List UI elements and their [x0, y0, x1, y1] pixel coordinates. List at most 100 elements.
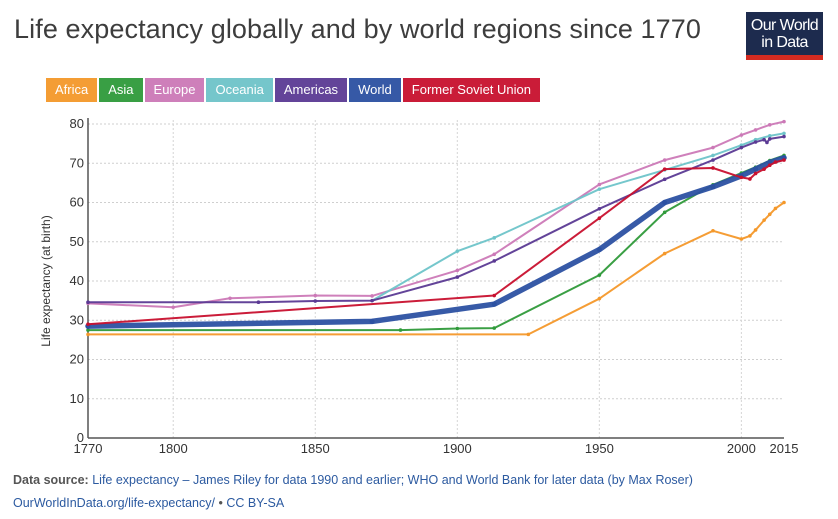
logo-line1: Our World	[750, 17, 819, 34]
data-point	[762, 218, 766, 222]
data-point	[86, 300, 90, 304]
y-tick-label: 80	[70, 116, 84, 131]
data-point	[597, 182, 602, 187]
owid-logo[interactable]: Our World in Data	[746, 12, 823, 60]
data-point	[597, 296, 602, 301]
data-point	[767, 212, 772, 217]
data-point	[398, 328, 403, 332]
data-point	[597, 206, 602, 211]
data-point	[739, 237, 744, 241]
data-point	[313, 293, 318, 298]
y-tick-label: 10	[70, 391, 84, 406]
data-point	[492, 293, 497, 298]
data-point	[171, 305, 176, 310]
logo-line2: in Data	[761, 34, 808, 51]
data-point	[662, 200, 668, 205]
legend-item-asia[interactable]: Asia	[99, 78, 143, 102]
y-tick-label: 30	[70, 312, 84, 327]
legend-item-former-soviet-union[interactable]: Former Soviet Union	[402, 78, 540, 102]
data-point	[491, 301, 497, 307]
data-point	[753, 128, 758, 132]
data-point	[710, 184, 716, 190]
data-point	[313, 299, 318, 303]
data-point	[711, 158, 715, 162]
data-point	[765, 140, 769, 145]
x-tick-label: 1850	[301, 441, 330, 456]
data-point	[662, 158, 667, 162]
y-tick-label: 20	[70, 352, 84, 367]
data-point	[773, 160, 778, 164]
data-point	[370, 298, 374, 303]
data-point	[256, 300, 261, 304]
data-point	[369, 318, 375, 324]
data-point	[739, 133, 744, 137]
data-point	[662, 251, 667, 256]
series-line-world	[85, 155, 787, 329]
legend-item-europe[interactable]: Europe	[144, 78, 205, 102]
legend: Africa Asia Europe Oceania Americas World Form…	[46, 78, 542, 102]
data-point	[782, 134, 786, 139]
data-point	[753, 140, 758, 144]
source-link[interactable]: Life expectancy – James Riley for data 1…	[92, 473, 693, 487]
data-point	[662, 177, 667, 182]
y-tick-label: 70	[70, 155, 84, 170]
license-link[interactable]: CC BY-SA	[226, 496, 285, 510]
legend-item-world[interactable]: World	[349, 78, 401, 102]
logo-accent-bar	[746, 55, 823, 60]
data-point	[492, 252, 497, 257]
x-tick-label: 1800	[159, 441, 188, 456]
data-point	[739, 175, 744, 180]
x-tick-label: 2000	[727, 441, 756, 456]
legend-item-africa[interactable]: Africa	[46, 78, 98, 102]
source-label: Data source:	[13, 473, 89, 487]
x-tick-label: 2015	[770, 441, 799, 456]
data-point	[753, 166, 759, 172]
data-point	[782, 131, 786, 136]
data-point	[492, 259, 497, 263]
y-tick-label: 60	[70, 195, 84, 210]
data-point	[492, 326, 497, 330]
data-point	[597, 273, 602, 277]
y-tick-label: 0	[77, 430, 84, 445]
owid-url-link[interactable]: OurWorldInData.org/life-expectancy/	[13, 496, 215, 510]
data-point	[711, 228, 715, 233]
data-point	[86, 322, 90, 326]
data-point	[597, 187, 602, 191]
data-point	[773, 206, 778, 211]
y-axis-label: Life expectancy (at birth)	[39, 215, 53, 346]
x-tick-label: 1950	[585, 441, 614, 456]
data-point	[782, 158, 786, 162]
series-line-europe	[87, 120, 785, 309]
separator: •	[218, 496, 223, 510]
data-point	[767, 133, 772, 138]
data-point	[662, 210, 667, 215]
data-point	[86, 332, 90, 337]
legend-item-americas[interactable]: Americas	[274, 78, 348, 102]
data-point	[711, 153, 715, 158]
data-point	[739, 145, 744, 150]
data-point	[455, 268, 460, 273]
line-chart: 0 10 20 30 40 50 60 70 80 1770 1800 1850 1900 1950 200…	[39, 116, 799, 456]
data-point	[782, 200, 786, 205]
data-point	[753, 228, 758, 232]
data-point	[748, 177, 752, 181]
x-tick-label: 1770	[74, 441, 103, 456]
data-point	[767, 137, 772, 141]
data-point	[762, 137, 766, 142]
data-point	[455, 275, 460, 279]
chart-title: Life expectancy globally and by world re…	[14, 14, 702, 44]
data-point	[492, 236, 497, 240]
data-point	[711, 166, 715, 170]
legend-item-oceania[interactable]: Oceania	[206, 78, 273, 102]
data-point	[228, 296, 232, 301]
data-point	[526, 332, 531, 337]
data-point	[767, 163, 772, 168]
data-point	[748, 234, 752, 238]
data-point	[767, 122, 772, 127]
y-tick-label: 40	[70, 273, 84, 288]
y-tick-label: 50	[70, 234, 84, 249]
data-point	[86, 328, 90, 332]
data-point	[597, 216, 602, 220]
x-tick-label: 1900	[443, 441, 472, 456]
data-point	[782, 119, 786, 124]
